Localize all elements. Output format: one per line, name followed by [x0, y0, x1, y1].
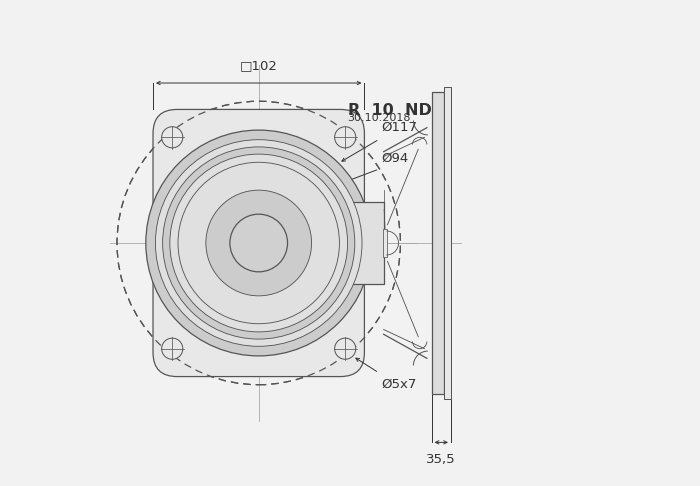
Text: Ø94: Ø94 [382, 152, 409, 165]
Bar [432, 92, 444, 394]
Ellipse shape [162, 147, 355, 339]
Circle shape [162, 127, 183, 148]
Bar [444, 87, 451, 399]
Ellipse shape [206, 190, 312, 296]
Text: 35,5: 35,5 [426, 453, 456, 466]
Text: □102: □102 [240, 59, 278, 72]
Text: Ø117: Ø117 [382, 121, 418, 133]
Bar [383, 228, 388, 258]
Circle shape [335, 338, 356, 359]
Text: R  10  ND: R 10 ND [348, 103, 431, 118]
Bar [352, 202, 384, 284]
Ellipse shape [146, 130, 372, 356]
FancyBboxPatch shape [153, 109, 365, 377]
Ellipse shape [170, 154, 348, 332]
Ellipse shape [230, 214, 288, 272]
Circle shape [162, 338, 183, 359]
Circle shape [335, 127, 356, 148]
Text: Ò28: Ò28 [324, 229, 337, 257]
Text: 30.10.2018: 30.10.2018 [348, 113, 411, 123]
Ellipse shape [178, 162, 340, 324]
Ellipse shape [155, 139, 362, 347]
Text: Ø5x7: Ø5x7 [382, 378, 416, 391]
